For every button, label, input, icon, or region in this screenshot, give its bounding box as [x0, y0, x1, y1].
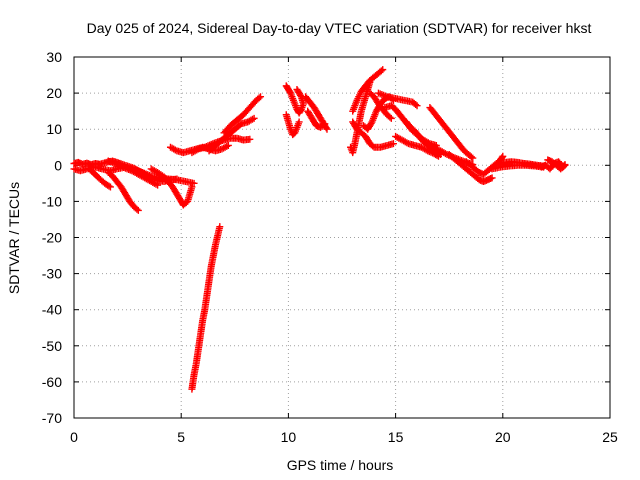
series-s13	[282, 111, 303, 139]
data-point	[323, 125, 331, 133]
series-s18	[349, 118, 397, 151]
data-point	[386, 113, 394, 121]
series-s32	[544, 156, 569, 173]
data-point	[188, 183, 196, 191]
series-s14	[302, 93, 331, 133]
series-s17	[349, 66, 387, 115]
x-tick-label: 5	[177, 429, 185, 445]
data-point	[413, 102, 421, 110]
data-point	[499, 152, 507, 160]
data-point	[190, 179, 198, 187]
data-point	[467, 153, 475, 161]
data-point	[115, 161, 123, 169]
series-s6	[147, 165, 196, 209]
y-tick-label: 0	[54, 157, 62, 173]
series-s11	[188, 223, 224, 393]
data-point	[106, 183, 114, 191]
data-point	[441, 150, 449, 158]
data-point	[389, 140, 397, 148]
data-point	[109, 158, 117, 166]
y-tick-label: -70	[42, 410, 62, 426]
data-point	[321, 120, 329, 128]
data-point	[133, 205, 141, 213]
data-point	[120, 163, 128, 171]
series-s30	[488, 161, 548, 173]
chart-title: Day 025 of 2024, Sidereal Day-to-day VTE…	[87, 20, 592, 36]
data-point	[379, 66, 387, 74]
data-point	[369, 142, 377, 150]
data-point	[193, 146, 201, 154]
data-point	[112, 160, 120, 168]
data-points	[70, 66, 569, 393]
y-tick-label: -40	[42, 302, 62, 318]
grid-lines	[74, 57, 610, 418]
series-s15	[304, 107, 329, 131]
data-point	[204, 142, 212, 150]
x-tick-label: 25	[602, 429, 618, 445]
series-s10	[220, 93, 265, 137]
series-s23	[392, 132, 442, 160]
data-point	[117, 162, 125, 170]
data-point	[216, 223, 224, 231]
data-point	[110, 159, 118, 167]
y-tick-label: -50	[42, 338, 62, 354]
data-point	[246, 135, 254, 143]
data-point	[171, 146, 179, 154]
data-point	[295, 118, 303, 126]
y-tick-label: 20	[46, 85, 62, 101]
x-tick-label: 15	[388, 429, 404, 445]
x-tick-label: 0	[70, 429, 78, 445]
data-point	[248, 115, 256, 123]
series-s27	[445, 150, 496, 186]
y-tick-label: 10	[46, 121, 62, 137]
data-point	[173, 175, 181, 183]
data-point	[134, 206, 142, 214]
y-tick-label: 30	[46, 49, 62, 65]
data-point	[255, 94, 263, 102]
series-s5	[104, 157, 162, 189]
y-tick-label: -10	[42, 193, 62, 209]
y-tick-label: -30	[42, 266, 62, 282]
data-point	[154, 181, 162, 189]
data-point	[412, 101, 420, 109]
data-point	[377, 67, 385, 75]
data-point	[387, 114, 395, 122]
series-s20	[366, 89, 395, 122]
data-point	[257, 93, 265, 101]
data-point	[561, 161, 569, 169]
data-point	[152, 180, 160, 188]
x-tick-label: 20	[495, 429, 511, 445]
data-point	[113, 161, 121, 169]
y-axis: 30 20 10 0 -10 -20 -30 -40 -50 -60 -70	[42, 49, 610, 426]
data-point	[319, 121, 327, 129]
data-point	[118, 163, 126, 171]
data-point	[201, 143, 209, 151]
x-axis: 0 5 10 15 20 25	[70, 57, 618, 445]
x-tick-label: 10	[281, 429, 297, 445]
data-point	[294, 87, 302, 95]
y-axis-label: SDTVAR / TECUs	[6, 182, 22, 294]
data-point	[403, 139, 411, 147]
data-point	[223, 142, 231, 150]
x-axis-label: GPS time / hours	[287, 457, 394, 473]
data-point	[488, 174, 496, 182]
data-point	[250, 114, 258, 122]
data-point	[367, 119, 375, 127]
data-point	[224, 141, 232, 149]
y-tick-label: -60	[42, 374, 62, 390]
data-point	[560, 163, 568, 171]
y-tick-label: -20	[42, 230, 62, 246]
data-point	[293, 85, 301, 93]
series-s21	[374, 89, 421, 110]
data-point	[469, 154, 477, 162]
series-s4	[104, 169, 142, 214]
data-point	[202, 143, 210, 151]
series-s12	[282, 82, 307, 117]
series-s9	[205, 114, 258, 155]
data-point	[105, 182, 113, 190]
series-s25	[426, 104, 477, 162]
series-s3	[85, 165, 114, 191]
